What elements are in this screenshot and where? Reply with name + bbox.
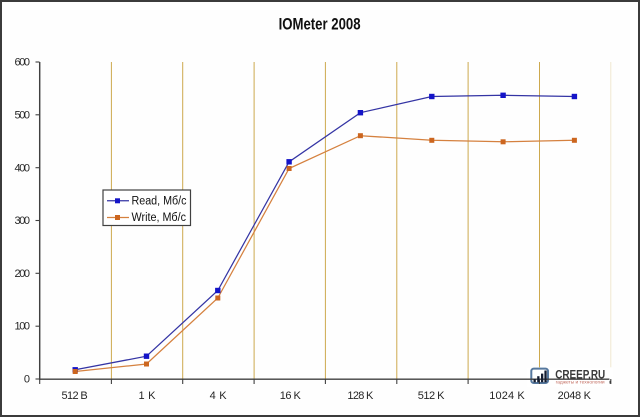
svg-text:512 B: 512 B	[61, 390, 87, 402]
svg-text:600: 600	[15, 57, 31, 69]
svg-text:300: 300	[15, 215, 31, 227]
svg-text:1024 K: 1024 K	[489, 390, 525, 402]
svg-text:400: 400	[15, 162, 31, 174]
svg-text:200: 200	[15, 268, 31, 280]
svg-text:512 K: 512 K	[418, 390, 445, 402]
svg-text:1 K: 1 K	[139, 390, 157, 402]
svg-text:128 K: 128 K	[347, 390, 374, 402]
svg-text:4 K: 4 K	[210, 390, 228, 402]
svg-text:500: 500	[15, 109, 31, 121]
svg-text:16 K: 16 K	[280, 390, 302, 402]
svg-text:CREEP.RU: CREEP.RU	[555, 367, 605, 381]
svg-text:100: 100	[15, 321, 31, 333]
svg-text:2048 K: 2048 K	[558, 390, 592, 402]
svg-text:0: 0	[24, 374, 30, 386]
svg-text:Write, Мб/с: Write, Мб/с	[132, 212, 187, 224]
svg-text:Read, Мб/с: Read, Мб/с	[132, 196, 187, 208]
svg-text:гаджеты и технологии: гаджеты и технологии	[556, 380, 605, 385]
svg-text:IOMeter 2008: IOMeter 2008	[279, 16, 361, 34]
